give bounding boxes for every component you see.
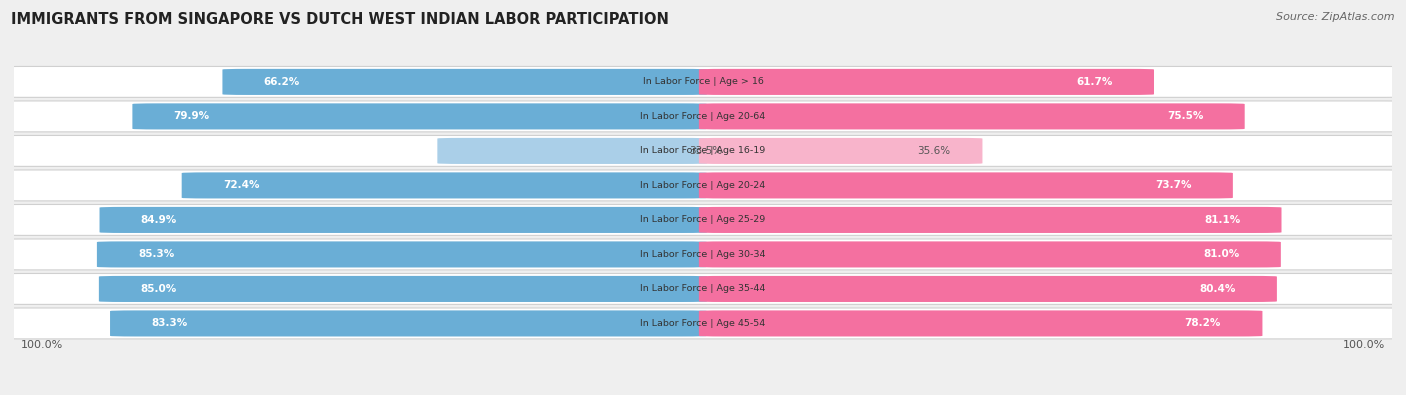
Text: 83.3%: 83.3% — [152, 318, 187, 329]
Text: 100.0%: 100.0% — [1343, 340, 1385, 350]
Text: 85.0%: 85.0% — [141, 284, 177, 294]
Text: 72.4%: 72.4% — [224, 181, 260, 190]
FancyBboxPatch shape — [437, 138, 707, 164]
FancyBboxPatch shape — [10, 239, 1396, 270]
FancyBboxPatch shape — [181, 172, 707, 198]
Text: 78.2%: 78.2% — [1185, 318, 1220, 329]
Text: 73.7%: 73.7% — [1154, 181, 1191, 190]
FancyBboxPatch shape — [222, 69, 707, 95]
FancyBboxPatch shape — [10, 135, 1396, 166]
Text: 81.1%: 81.1% — [1204, 215, 1240, 225]
FancyBboxPatch shape — [699, 241, 1281, 267]
FancyBboxPatch shape — [10, 308, 1396, 339]
FancyBboxPatch shape — [100, 207, 707, 233]
Text: 61.7%: 61.7% — [1076, 77, 1112, 87]
Text: Source: ZipAtlas.com: Source: ZipAtlas.com — [1277, 12, 1395, 22]
FancyBboxPatch shape — [699, 172, 1233, 198]
FancyBboxPatch shape — [699, 69, 1154, 95]
Text: In Labor Force | Age 16-19: In Labor Force | Age 16-19 — [640, 147, 766, 155]
Text: In Labor Force | Age 25-29: In Labor Force | Age 25-29 — [640, 215, 766, 224]
Text: 75.5%: 75.5% — [1167, 111, 1204, 121]
Text: In Labor Force | Age 20-24: In Labor Force | Age 20-24 — [640, 181, 766, 190]
FancyBboxPatch shape — [699, 276, 1277, 302]
Text: 84.9%: 84.9% — [141, 215, 177, 225]
Text: 81.0%: 81.0% — [1204, 249, 1240, 260]
FancyBboxPatch shape — [699, 310, 1263, 337]
FancyBboxPatch shape — [699, 207, 1281, 233]
FancyBboxPatch shape — [10, 101, 1396, 132]
Text: In Labor Force | Age 30-34: In Labor Force | Age 30-34 — [640, 250, 766, 259]
Text: 35.6%: 35.6% — [918, 146, 950, 156]
FancyBboxPatch shape — [699, 103, 1244, 130]
FancyBboxPatch shape — [97, 241, 707, 267]
Text: In Labor Force | Age 45-54: In Labor Force | Age 45-54 — [640, 319, 766, 328]
FancyBboxPatch shape — [110, 310, 707, 337]
FancyBboxPatch shape — [10, 170, 1396, 201]
Text: In Labor Force | Age 35-44: In Labor Force | Age 35-44 — [640, 284, 766, 293]
Text: 80.4%: 80.4% — [1199, 284, 1236, 294]
FancyBboxPatch shape — [132, 103, 707, 130]
FancyBboxPatch shape — [10, 273, 1396, 305]
FancyBboxPatch shape — [699, 138, 983, 164]
Text: 79.9%: 79.9% — [174, 111, 209, 121]
Text: 66.2%: 66.2% — [264, 77, 299, 87]
Text: 100.0%: 100.0% — [21, 340, 63, 350]
Text: 33.5%: 33.5% — [689, 146, 723, 156]
Text: In Labor Force | Age > 16: In Labor Force | Age > 16 — [643, 77, 763, 87]
Text: In Labor Force | Age 20-64: In Labor Force | Age 20-64 — [640, 112, 766, 121]
FancyBboxPatch shape — [10, 205, 1396, 235]
FancyBboxPatch shape — [98, 276, 707, 302]
Text: 85.3%: 85.3% — [138, 249, 174, 260]
FancyBboxPatch shape — [10, 66, 1396, 97]
Text: IMMIGRANTS FROM SINGAPORE VS DUTCH WEST INDIAN LABOR PARTICIPATION: IMMIGRANTS FROM SINGAPORE VS DUTCH WEST … — [11, 12, 669, 27]
